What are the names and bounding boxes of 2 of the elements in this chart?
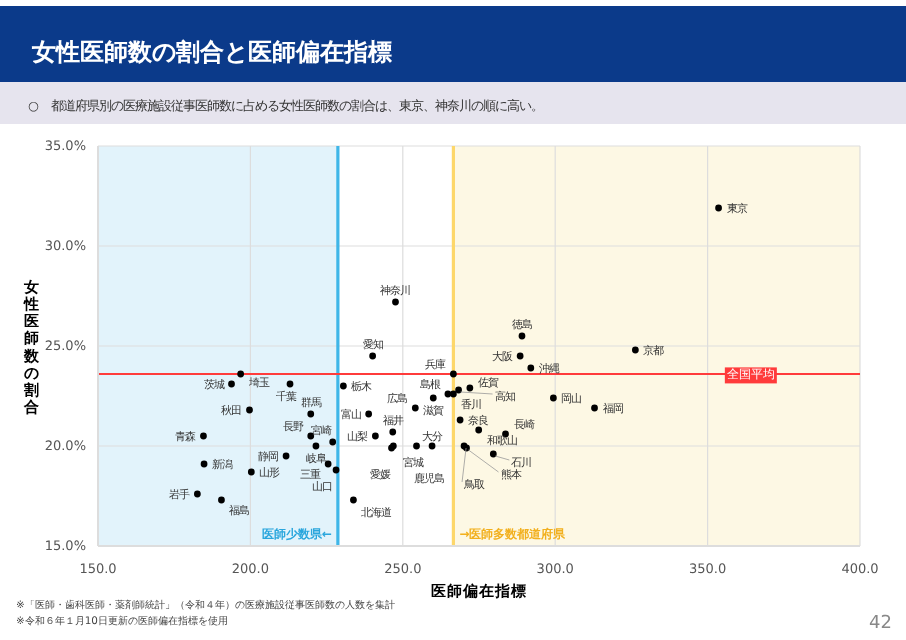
text: 42: [869, 614, 892, 634]
chart-title: 女性医師数の割合と医師偏在指標: [30, 38, 392, 66]
